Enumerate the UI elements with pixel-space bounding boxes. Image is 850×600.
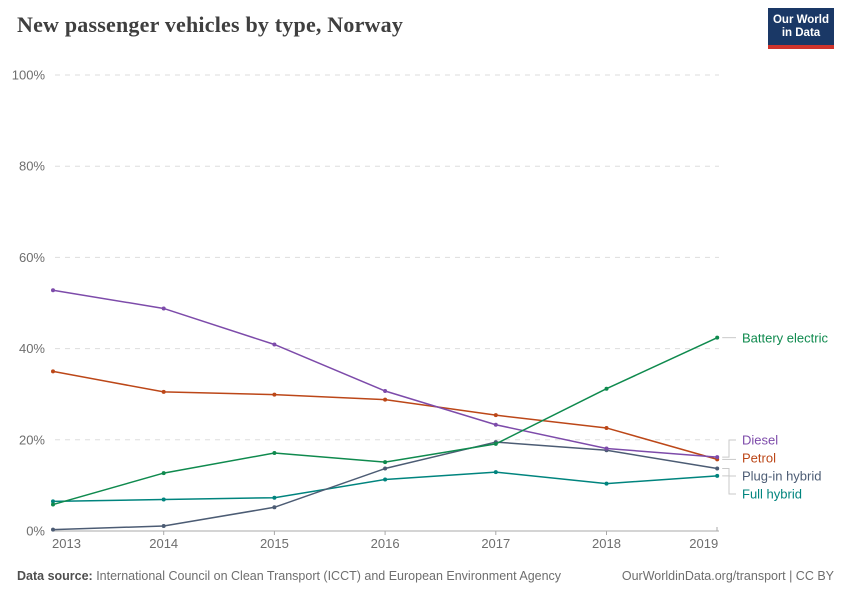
- series-point-battery-electric: [51, 502, 55, 507]
- series-point-petrol: [51, 369, 55, 374]
- footer: Data source: International Council on Cl…: [17, 568, 834, 584]
- series-label-full-hybrid[interactable]: Full hybrid: [742, 487, 802, 502]
- series-point-battery-electric: [715, 335, 720, 340]
- x-tick-label: 2014: [149, 536, 178, 551]
- data-source: Data source: International Council on Cl…: [17, 568, 561, 584]
- series-point-full-hybrid: [51, 499, 55, 504]
- series-point-full-hybrid: [383, 477, 388, 482]
- series-point-diesel: [383, 389, 388, 394]
- x-tick-label: 2019: [689, 536, 718, 551]
- series-point-plug-in-hybrid: [272, 505, 277, 510]
- series-point-full-hybrid: [161, 497, 166, 502]
- data-source-label: Data source:: [17, 569, 93, 583]
- series-point-diesel: [715, 455, 720, 460]
- series-point-full-hybrid: [715, 473, 720, 478]
- series-point-petrol: [161, 389, 166, 394]
- y-tick-label: 100%: [12, 68, 46, 83]
- x-tick-label: 2017: [481, 536, 510, 551]
- y-tick-label: 60%: [19, 250, 45, 265]
- series-point-petrol: [383, 397, 388, 402]
- series-point-petrol: [272, 392, 277, 397]
- series-point-plug-in-hybrid: [383, 466, 388, 471]
- series-point-diesel: [51, 288, 55, 293]
- x-tick-label: 2016: [371, 536, 400, 551]
- x-tick-label: 2015: [260, 536, 289, 551]
- series-point-battery-electric: [383, 460, 388, 465]
- series-point-plug-in-hybrid: [161, 523, 166, 528]
- data-source-text: International Council on Clean Transport…: [92, 569, 562, 583]
- series-point-battery-electric: [272, 451, 277, 456]
- series-line-diesel: [52, 289, 718, 458]
- series-label-plug-in-hybrid[interactable]: Plug-in hybrid: [742, 469, 822, 484]
- series-point-full-hybrid: [493, 470, 498, 475]
- series-point-diesel: [161, 306, 166, 311]
- y-tick-label: 40%: [19, 341, 45, 356]
- series-point-battery-electric: [161, 471, 166, 476]
- owid-logo[interactable]: Our World in Data: [768, 8, 834, 49]
- series-point-full-hybrid: [604, 481, 609, 486]
- series-line-petrol: [52, 370, 718, 461]
- series-label-petrol[interactable]: Petrol: [742, 451, 776, 466]
- y-tick-label: 0%: [26, 524, 45, 539]
- series-label-diesel[interactable]: Diesel: [742, 433, 778, 448]
- series-label-battery-electric[interactable]: Battery electric: [742, 331, 828, 346]
- series-point-diesel: [604, 446, 609, 451]
- y-tick-label: 80%: [19, 159, 45, 174]
- series-point-full-hybrid: [272, 495, 277, 500]
- series-point-petrol: [604, 425, 609, 430]
- x-tick-label: 2013: [52, 536, 81, 551]
- chart-title: New passenger vehicles by type, Norway: [17, 12, 404, 37]
- label-connector-full-hybrid: [722, 475, 736, 495]
- logo-line-1: Our World: [772, 14, 829, 26]
- owid-credit-link[interactable]: OurWorldinData.org/transport | CC BY: [621, 569, 834, 583]
- series-line-plug-in-hybrid: [52, 441, 718, 531]
- y-tick-label: 20%: [19, 432, 45, 447]
- series-point-plug-in-hybrid: [715, 466, 720, 471]
- x-tick-label: 2018: [592, 536, 621, 551]
- series-point-diesel: [272, 342, 277, 347]
- label-connector-plug-in-hybrid: [722, 468, 736, 477]
- series-point-plug-in-hybrid: [51, 527, 55, 532]
- series-point-diesel: [493, 422, 498, 427]
- label-connector-diesel: [722, 439, 736, 458]
- series-point-petrol: [493, 413, 498, 418]
- series-point-battery-electric: [493, 441, 498, 446]
- logo-line-2: in Data: [781, 27, 821, 39]
- series-point-battery-electric: [604, 386, 609, 391]
